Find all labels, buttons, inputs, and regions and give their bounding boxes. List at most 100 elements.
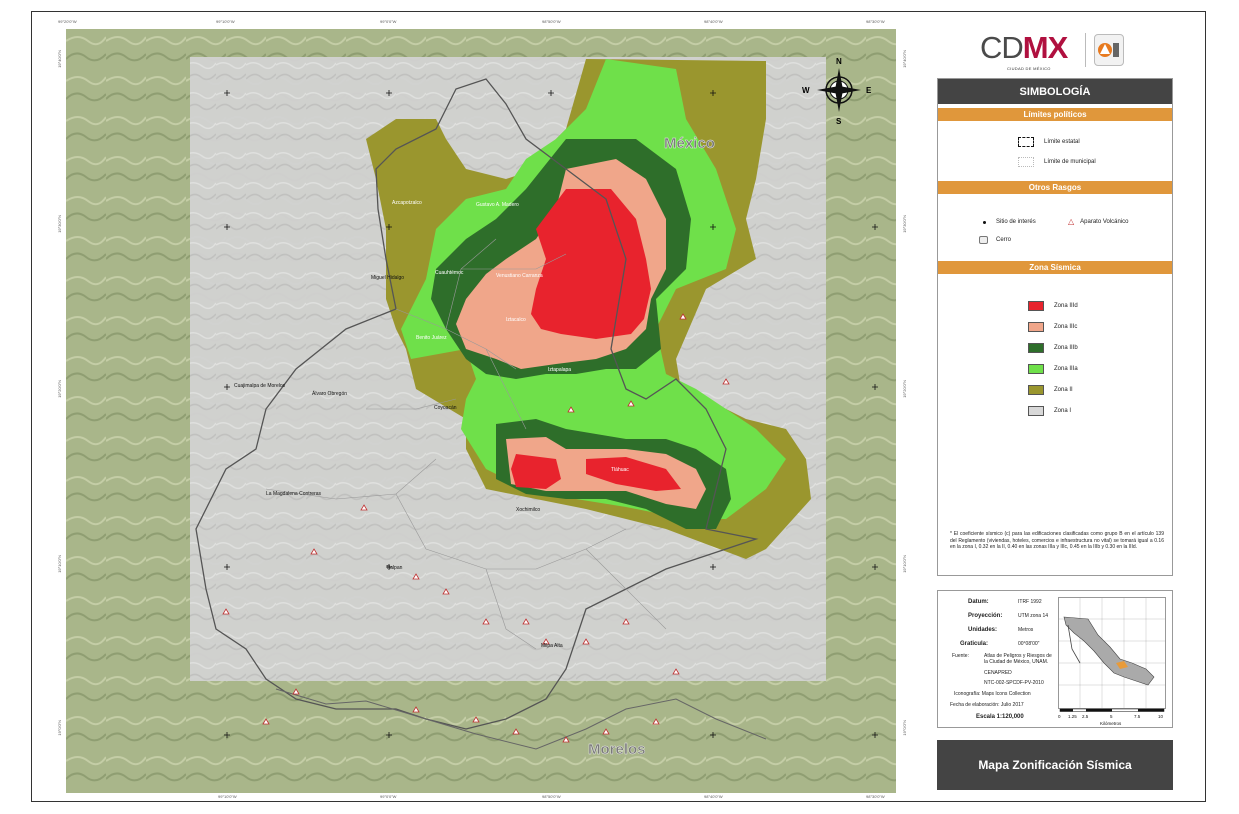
seismic-note: * El coeficiente sísmico (c) para las ed… <box>950 531 1164 551</box>
label-tlahuac: Tláhuac <box>611 467 629 473</box>
source-2: CENAPRED <box>984 670 1012 676</box>
map-title: Mapa Zonificación Sísmica <box>937 740 1173 790</box>
scale-tick-5: 10 <box>1158 714 1164 719</box>
zone-i-swatch <box>1028 406 1044 416</box>
zone-iiid-area-south <box>511 454 561 489</box>
legend-title: SIMBOLOGÍA <box>938 79 1172 104</box>
logo-separator <box>1085 33 1086 67</box>
legend-zone-iiia: Zona IIIa <box>1028 364 1078 374</box>
zone-iiic-swatch <box>1028 322 1044 332</box>
label-coyoacan: Coyoacán <box>434 405 457 411</box>
legend-item-hill: Cerro <box>979 236 1011 244</box>
label-cuajimalpa: Cuajimalpa de Morelos <box>234 383 286 389</box>
location-inset-map <box>1058 597 1166 709</box>
coord-side-r1: 19°30'0"N <box>902 215 907 233</box>
units-value: Metros <box>1018 627 1034 633</box>
datum-value: ITRF 1992 <box>1018 599 1042 605</box>
state-limit-swatch <box>1018 137 1034 147</box>
scale-tick-2: 2.5 <box>1082 714 1089 719</box>
compass-e: E <box>866 86 872 95</box>
coord-bottom-2: 99°0'0"W <box>380 794 397 799</box>
compass-n: N <box>836 57 842 66</box>
projection-value: UTM zona 14 <box>1018 613 1049 619</box>
cdmx-logo: CDMX CIUDAD DE MÉXICO <box>980 30 1130 74</box>
coord-top-0: 99°20'0"W <box>58 19 77 24</box>
zone-iiid-area-south-east <box>586 457 681 491</box>
municipal-boundaries <box>265 238 667 650</box>
scale-tick-3: 5 <box>1110 714 1113 719</box>
coord-top-2: 99°0'0"W <box>380 19 397 24</box>
label-azcapotzalco: Azcapotzalco <box>392 200 422 206</box>
label-cuauhtemoc: Cuauhtémoc <box>435 270 464 276</box>
scale-bar: 0 1.25 2.5 5 7.5 10 Kilómetros <box>1058 708 1165 726</box>
label-xochimilco: Xochimilco <box>516 507 540 513</box>
state-boundary <box>195 78 759 730</box>
coord-side-1: 19°30'0"N <box>57 215 62 233</box>
map-canvas[interactable]: Azcapotzalco Gustavo A. Madero Cuauhtémo… <box>66 29 896 793</box>
legend-section-other: Otros Rasgos <box>938 181 1172 194</box>
site-icon <box>983 220 986 224</box>
scale-tick-1: 1.25 <box>1068 714 1077 719</box>
coord-top-3: 98°50'0"W <box>542 19 561 24</box>
map-info-box: Datum: ITRF 1992 Proyección: UTM zona 14… <box>937 590 1173 728</box>
label-magdalena: La Magdalena Contreras <box>266 491 322 497</box>
compass-w: W <box>802 86 810 95</box>
zone-iiib-swatch <box>1028 343 1044 353</box>
label-iztacalco: Iztacalco <box>506 317 526 323</box>
graticule-value: 00°08'00" <box>1018 641 1040 647</box>
legend-section-political: Límites políticos <box>938 108 1172 121</box>
legend-zone-i: Zona I <box>1028 406 1071 416</box>
compass-rose: N S E W <box>802 57 872 126</box>
label-benito-juarez: Benito Juárez <box>416 335 447 341</box>
zone-iiid-swatch <box>1028 301 1044 311</box>
label-iztapalapa: Iztapalapa <box>548 367 571 373</box>
coord-bottom-1: 99°10'0"W <box>218 794 237 799</box>
volcano-icon: △ <box>1068 217 1075 226</box>
municipal-limit-swatch <box>1018 157 1034 167</box>
label-miguel-hidalgo: Miguel Hidalgo <box>371 275 404 281</box>
legend-item-municipal-limit: Límite de municipal <box>1018 157 1096 167</box>
coord-top-4: 98°40'0"W <box>704 19 723 24</box>
coord-side-r0: 19°40'0"N <box>902 50 907 68</box>
legend-zone-iiib: Zona IIIb <box>1028 343 1078 353</box>
legend-panel: SIMBOLOGÍA Límites políticos Límite esta… <box>937 78 1173 576</box>
logo-subtitle: CIUDAD DE MÉXICO <box>1007 66 1051 71</box>
coord-side-r4: 19°0'0"N <box>902 720 907 736</box>
scale-tick-0: 0 <box>1058 714 1061 719</box>
coord-side-4: 19°0'0"N <box>57 720 62 736</box>
datum-label: Datum: <box>968 599 989 605</box>
legend-zone-iiid: Zona IIId <box>1028 301 1078 311</box>
coord-top-5: 98°30'0"W <box>866 19 885 24</box>
label-alvaro-obregon: Álvaro Obregón <box>312 390 347 397</box>
scale-unit: Kilómetros <box>1100 721 1122 726</box>
zone-iiid-area-north <box>531 189 651 339</box>
legend-zone-ii: Zona II <box>1028 385 1073 395</box>
coord-side-3: 19°10'0"N <box>57 555 62 573</box>
legend-item-volcano: △ Aparato Volcánico <box>1068 217 1129 226</box>
zone-ii-swatch <box>1028 385 1044 395</box>
legend-section-seismic: Zona Sísmica <box>938 261 1172 274</box>
place-labels: Azcapotzalco Gustavo A. Madero Cuauhtémo… <box>234 200 629 649</box>
scale-text: Escala 1:120,000 <box>976 714 1024 720</box>
grid-crosses <box>224 90 878 738</box>
graticule-label: Graticula: <box>960 641 989 647</box>
label-venustiano: Venustiano Carranza <box>496 273 543 279</box>
south-state-boundary <box>275 688 767 750</box>
source-label: Fuente: <box>952 653 969 659</box>
state-label-mexico: México <box>664 135 715 152</box>
civil-protection-seal <box>1094 34 1124 66</box>
coord-side-0: 19°40'0"N <box>57 50 62 68</box>
coord-bottom-3: 98°50'0"W <box>542 794 561 799</box>
units-label: Unidades: <box>968 627 998 633</box>
logo-wordmark: CDMX <box>980 30 1068 65</box>
compass-s: S <box>836 117 842 126</box>
scale-tick-4: 7.5 <box>1134 714 1141 719</box>
label-tlalpan: Tlalpan <box>386 565 403 571</box>
volcano-markers <box>222 313 730 743</box>
coord-top-1: 99°10'0"W <box>216 19 235 24</box>
source-1: Atlas de Peligros y Riesgos de la Ciudad… <box>984 653 1052 665</box>
legend-item-site: Sitio de interés <box>983 219 1036 225</box>
hill-icon <box>979 236 988 244</box>
coord-bottom-4: 98°40'0"W <box>704 794 723 799</box>
legend-zone-iiic: Zona IIIc <box>1028 322 1077 332</box>
